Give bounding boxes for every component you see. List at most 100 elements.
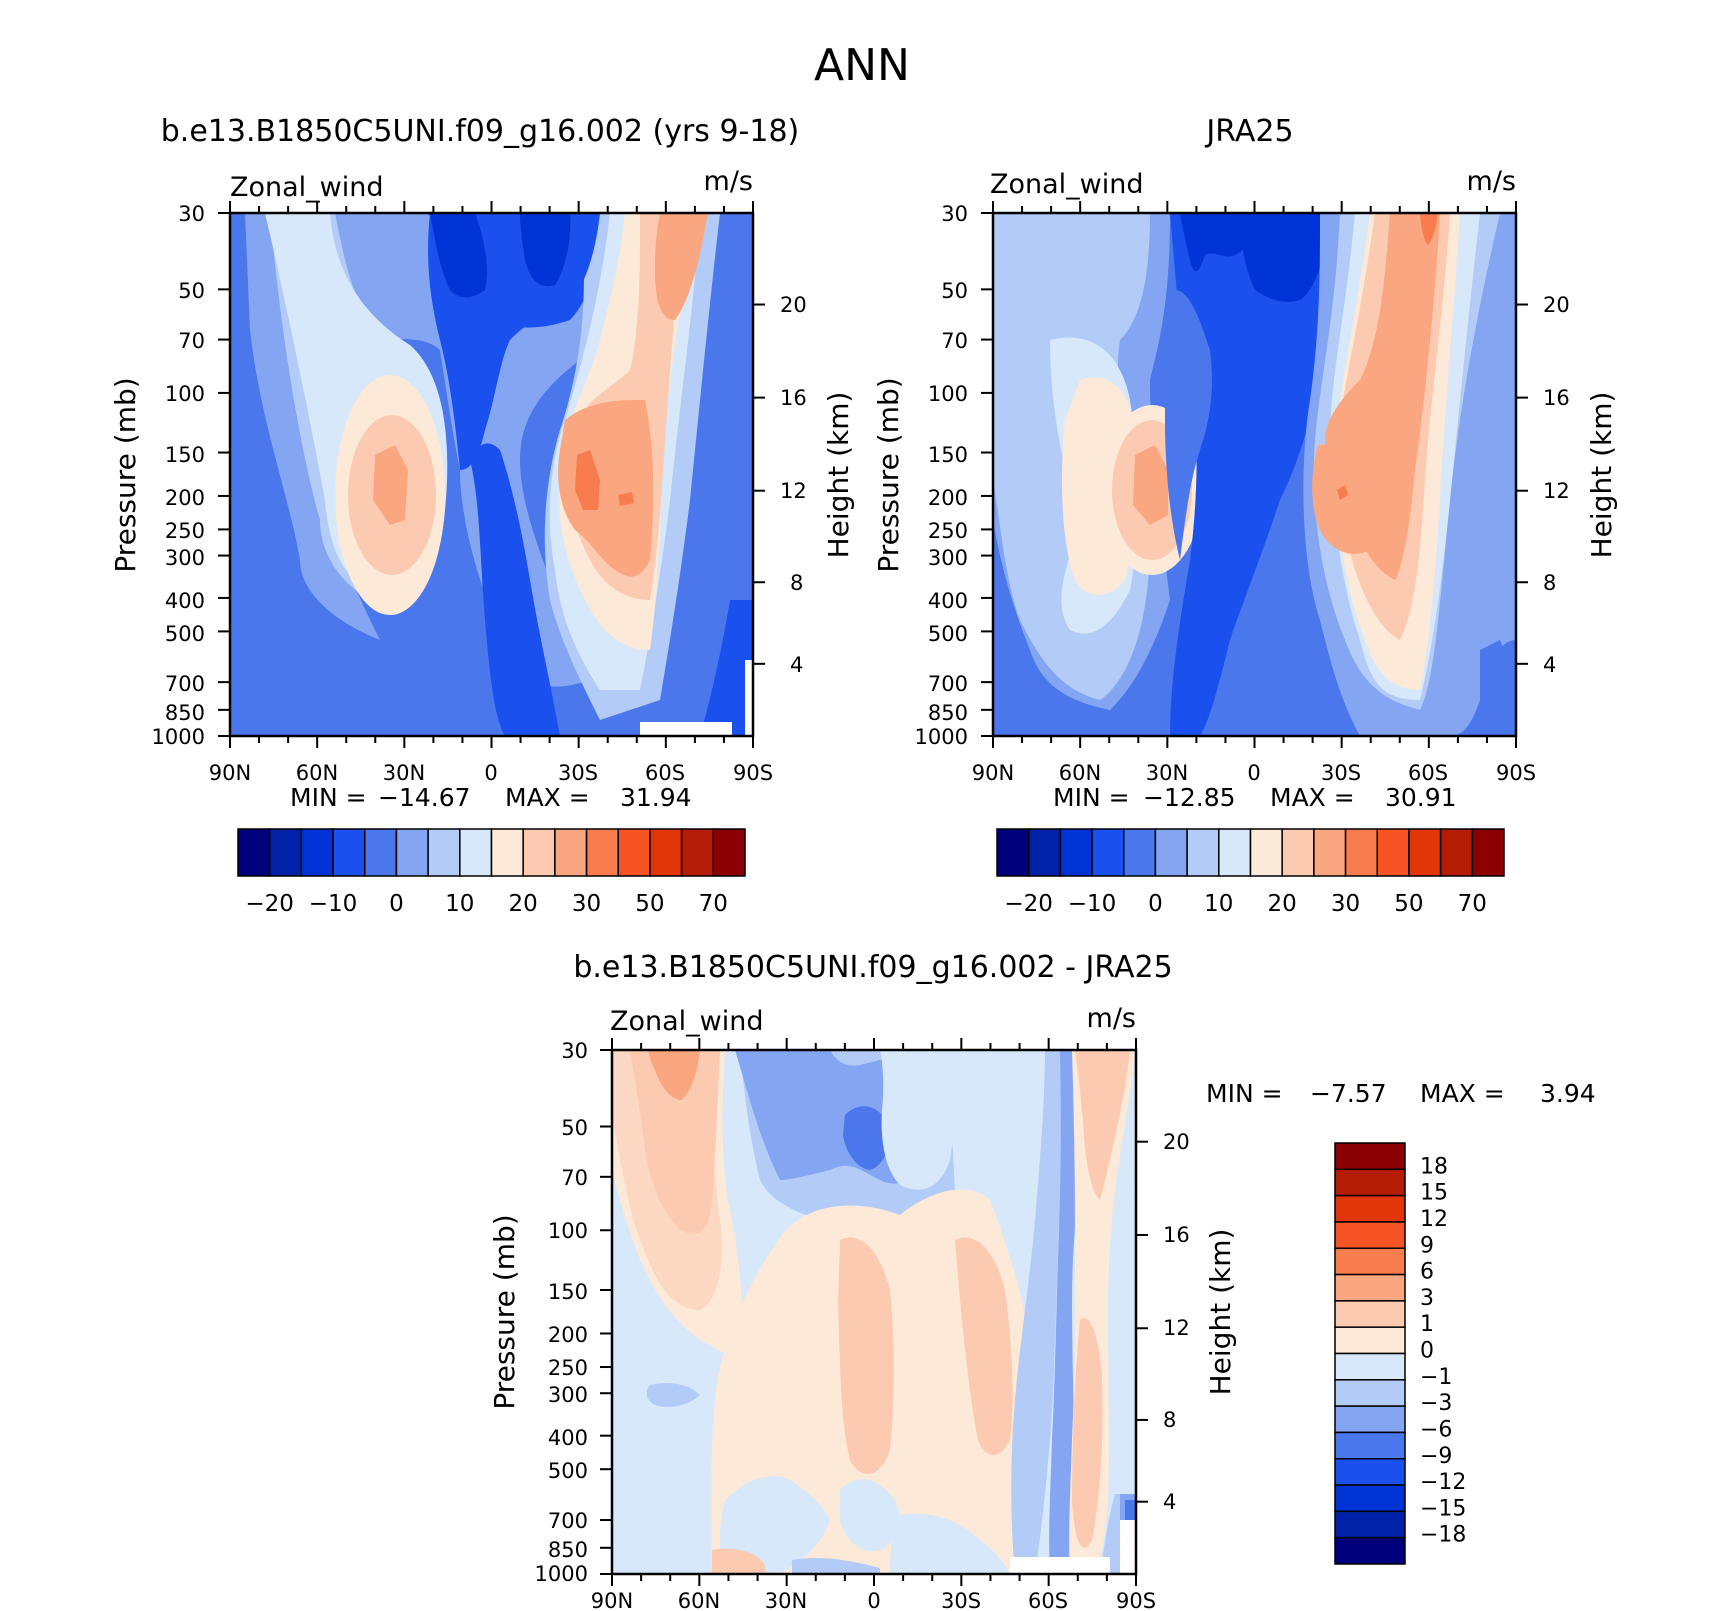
colorbar-tick-label: −6: [1420, 1417, 1452, 1442]
colorbar-tick-label: 20: [509, 891, 538, 917]
panel-model-yticks: 30 50 70 100 150 200 250 300 400 500 700…: [152, 202, 205, 749]
x-tick-label: 0: [1247, 761, 1260, 785]
y-tick-label: 300: [548, 1383, 588, 1407]
x-tick-label: 30S: [941, 1589, 981, 1611]
y-tick-label: 700: [548, 1509, 588, 1533]
colorbar-tick-label: −20: [245, 891, 294, 917]
colorbar-swatch: [1249, 828, 1283, 877]
panel-obs-yticks: 30 50 70 100 150 200 250 300 400 500 700…: [915, 202, 968, 749]
y-tick-label: 200: [928, 486, 968, 510]
colorbar-swatch: [680, 828, 715, 877]
x-tick-label: 0: [867, 1589, 880, 1611]
y-tick-label: 150: [165, 443, 205, 467]
y-tick-label: 500: [165, 622, 205, 646]
y-tick-label: 50: [941, 279, 968, 303]
colorbar-tick-label: 6: [1420, 1260, 1434, 1285]
colorbar-swatch: [395, 828, 429, 877]
panel-model-field: [230, 213, 753, 736]
colorbar-tick-label: −3: [1420, 1391, 1452, 1416]
colorbar-swatch: [1334, 1273, 1406, 1302]
colorbar-tick-label: 0: [1148, 891, 1163, 917]
colorbar-swatch: [332, 828, 366, 877]
colorbar-swatch: [1334, 1484, 1406, 1513]
max-label: MAX =: [505, 783, 590, 812]
y-tick-label: 700: [928, 672, 968, 696]
y-tick-label: 500: [548, 1459, 588, 1483]
panel-diff-yticks: 30 50 70 100 150 200 250 300 400 500 700…: [535, 1039, 588, 1586]
colorbar-swatch: [300, 828, 334, 877]
panel-diff-yticks-right: 20 16 12 8 4: [1163, 1130, 1190, 1514]
colorbar-swatch: [1281, 828, 1315, 877]
colorbar-swatch: [1334, 1431, 1406, 1460]
y-tick-label: 850: [165, 701, 205, 725]
colorbar-tick-label: 9: [1420, 1233, 1434, 1258]
y-tick-label: 250: [928, 519, 968, 543]
y-tick-label: 100: [165, 382, 205, 406]
panel-obs-colorbar: −20 −10 0 10 20 30 50 70: [996, 828, 1505, 917]
y-tick-label: 200: [165, 486, 205, 510]
colorbar-swatch: [522, 828, 556, 877]
panel-obs-yticks-right: 20 16 12 8 4: [1543, 293, 1570, 677]
max-label: MAX =: [1270, 783, 1355, 812]
colorbar-swatch: [1334, 1405, 1406, 1434]
x-tick-label: 60N: [296, 761, 338, 785]
colorbar-tick-label: 50: [1394, 891, 1423, 917]
colorbar-tick-label: 15: [1420, 1181, 1448, 1206]
x-tick-label: 30N: [1146, 761, 1188, 785]
panel-obs-left-label: Zonal_wind: [990, 169, 1144, 200]
panel-model-xticks: 90N 60N 30N 0 30S 60S 90S: [209, 761, 773, 785]
y-tick-label: 850: [548, 1538, 588, 1562]
colorbar-swatch: [1471, 828, 1505, 877]
colorbar-swatch: [996, 828, 1030, 877]
colorbar-swatch: [1027, 828, 1062, 877]
colorbar-swatch: [1154, 828, 1188, 877]
panel-diff-left-label: Zonal_wind: [610, 1006, 764, 1037]
min-label: MIN =: [290, 783, 367, 812]
colorbar-swatch: [1334, 1510, 1406, 1539]
panel-model-stats: MIN = −14.67 MAX = 31.94: [290, 783, 692, 812]
colorbar-tick-label: 18: [1420, 1154, 1448, 1179]
panel-obs-axes: 90N 60N 30N 0 30S 60S 90S 30 50 70 100 1…: [872, 202, 1618, 785]
colorbar-swatch: [1334, 1379, 1406, 1407]
x-tick-label: 60N: [1059, 761, 1101, 785]
colorbar-swatch: [617, 828, 651, 877]
y-right-tick-label: 4: [1543, 653, 1556, 677]
panel-diff-axes: 90N 60N 30N 0 30S 60S 90S 30 50 70 100 1…: [488, 1039, 1237, 1611]
x-tick-label: 60N: [678, 1589, 720, 1611]
y-tick-label: 100: [548, 1219, 588, 1243]
y-tick-label: 70: [178, 329, 205, 353]
y-tick-label: 1000: [152, 725, 205, 749]
colorbar-swatch: [1313, 828, 1347, 877]
panel-diff-ylabel-right: Height (km): [1204, 1229, 1237, 1396]
panel-diff-ylabel: Pressure (mb): [488, 1214, 521, 1409]
colorbar-tick-label: −10: [1068, 891, 1117, 917]
x-tick-label: 90N: [209, 761, 251, 785]
panel-model-colorbar: −20 −10 0 10 20 30 50 70: [237, 828, 746, 917]
colorbar-tick-label: −10: [309, 891, 358, 917]
y-tick-label: 70: [561, 1166, 588, 1190]
panel-model-ylabel: Pressure (mb): [109, 377, 142, 572]
x-tick-label: 60S: [1028, 1589, 1068, 1611]
y-right-tick-label: 20: [1163, 1130, 1190, 1154]
colorbar-swatch: [237, 828, 271, 877]
y-tick-label: 850: [928, 701, 968, 725]
colorbar-tick-label: −15: [1420, 1496, 1466, 1521]
x-tick-label: 0: [484, 761, 497, 785]
colorbar-tick-label: 30: [572, 891, 601, 917]
y-tick-label: 400: [165, 589, 205, 613]
min-value: −12.85: [1143, 783, 1236, 812]
panel-model-ylabel-right: Height (km): [822, 392, 855, 559]
x-tick-label: 30S: [1321, 761, 1361, 785]
colorbar-tick-label: −20: [1004, 891, 1053, 917]
min-label: MIN =: [1206, 1079, 1283, 1108]
y-tick-label: 30: [561, 1039, 588, 1063]
colorbar-swatch: [1123, 828, 1157, 877]
y-tick-label: 70: [941, 329, 968, 353]
colorbar-swatch: [1334, 1536, 1406, 1565]
figure-title: ANN: [814, 40, 910, 91]
panel-model-axes: 90N 60N 30N 0 30S 60S 90S 30 50 70 100 1…: [109, 202, 855, 785]
y-right-tick-label: 12: [1543, 479, 1570, 503]
colorbar-swatch: [268, 828, 303, 877]
y-right-tick-label: 12: [1163, 1316, 1190, 1340]
